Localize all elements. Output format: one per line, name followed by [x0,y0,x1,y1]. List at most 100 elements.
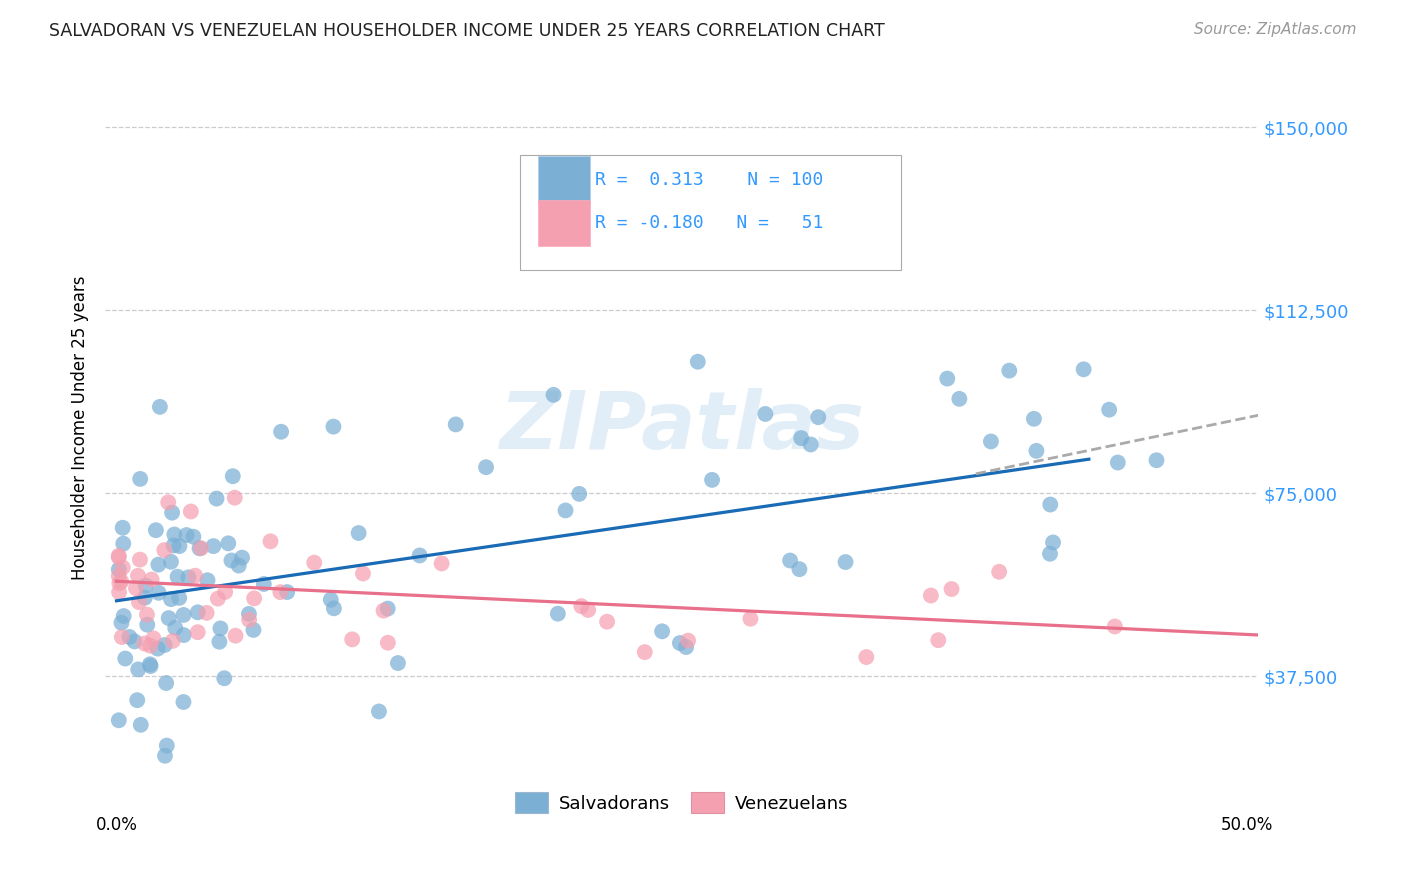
Point [700,473,723,487]
Point [165,621,187,635]
Point [243,591,266,606]
Point [214,585,236,599]
Point [352,566,374,581]
Point [430,557,453,571]
Point [110,615,132,630]
Point [1039,547,1062,561]
Point [127,568,149,582]
Point [134,591,156,605]
Text: ZIPatlas: ZIPatlas [499,388,865,467]
Point [157,611,180,625]
Point [111,560,134,574]
FancyBboxPatch shape [537,200,589,246]
Point [124,634,146,648]
Point [270,425,292,439]
Point [139,657,162,672]
Point [547,607,569,621]
Point [304,556,326,570]
Point [224,491,246,505]
Point [205,491,228,506]
Point [118,630,141,644]
Point [1025,443,1047,458]
Point [669,636,692,650]
Point [162,539,184,553]
Point [157,495,180,509]
Point [789,562,811,576]
Point [238,613,260,627]
Point [800,437,823,451]
Point [148,586,170,600]
Point [855,650,877,665]
Point [444,417,467,432]
Point [180,504,202,518]
Point [988,565,1011,579]
Point [139,659,162,673]
Point [253,577,276,591]
Point [163,527,186,541]
Point [576,603,599,617]
Point [676,633,699,648]
Point [190,541,212,556]
Point [148,558,170,572]
Point [187,605,209,619]
Point [221,553,243,567]
Point [569,599,592,614]
Point [134,636,156,650]
Point [834,555,856,569]
Point [197,573,219,587]
Point [475,460,498,475]
Point [139,639,162,653]
Point [155,676,177,690]
Point [347,526,370,541]
Point [208,634,231,648]
Point [1098,402,1121,417]
Point [184,568,207,582]
Point [129,552,152,566]
Y-axis label: Householder Income Under 25 years: Householder Income Under 25 years [72,276,89,580]
Point [340,632,363,647]
Point [377,601,399,615]
Point [149,400,172,414]
Point [231,550,253,565]
Point [408,549,430,563]
Point [145,523,167,537]
Text: 50.0%: 50.0% [1220,815,1274,834]
Point [160,506,183,520]
Point [222,469,245,483]
Point [927,633,949,648]
Point [322,419,344,434]
Point [141,573,163,587]
Point [1146,453,1168,467]
Point [276,585,298,599]
Point [127,693,149,707]
Point [108,576,131,591]
Point [166,570,188,584]
Point [214,671,236,685]
Point [754,407,776,421]
Point [127,662,149,676]
Point [543,388,565,402]
Point [242,623,264,637]
Point [156,739,179,753]
Point [107,550,129,565]
Point [377,636,399,650]
Point [225,629,247,643]
Point [160,592,183,607]
Point [217,536,239,550]
Point [129,718,152,732]
Point [183,530,205,544]
Point [319,592,342,607]
Text: 0.0%: 0.0% [96,815,138,834]
Point [387,656,409,670]
Point [110,574,132,589]
Point [634,645,657,659]
Text: R = -0.180   N =   51: R = -0.180 N = 51 [595,214,824,232]
Point [1039,498,1062,512]
Point [128,595,150,609]
Point [1042,535,1064,549]
Point [941,582,963,596]
Point [686,355,709,369]
Point [114,651,136,665]
Point [1073,362,1095,376]
Point [177,570,200,584]
